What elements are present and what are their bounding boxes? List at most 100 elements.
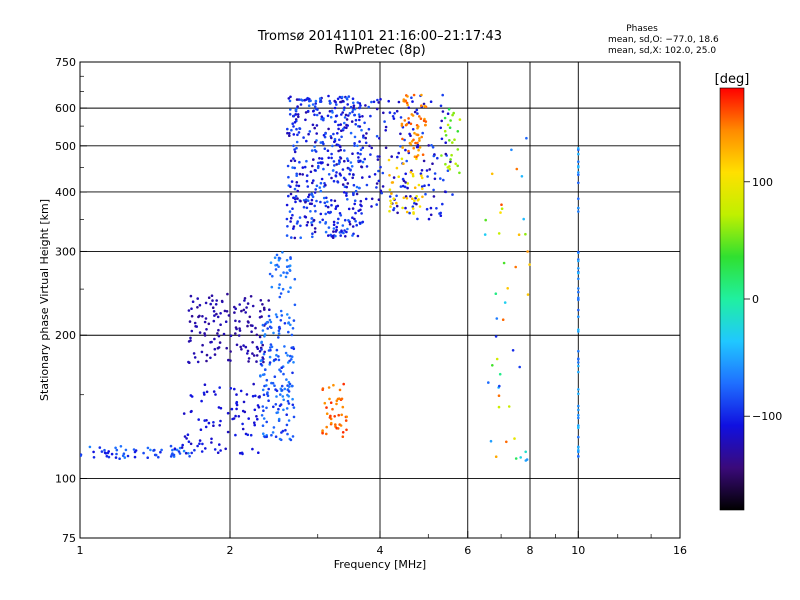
data-point <box>313 227 317 230</box>
data-point <box>390 155 394 158</box>
data-point <box>107 450 110 453</box>
data-point <box>289 185 292 188</box>
data-point <box>427 144 431 147</box>
data-point <box>500 207 504 210</box>
data-point <box>193 321 197 325</box>
data-point <box>333 139 337 143</box>
data-point <box>396 155 399 159</box>
data-point <box>249 433 253 437</box>
data-point <box>483 233 487 236</box>
data-point <box>524 232 527 236</box>
data-point <box>577 308 580 312</box>
data-point <box>234 433 237 437</box>
data-point <box>363 121 366 125</box>
data-point <box>319 189 323 193</box>
data-point <box>350 165 354 168</box>
data-point <box>503 301 507 304</box>
data-point <box>298 160 301 164</box>
data-point <box>429 213 433 217</box>
data-point <box>328 110 332 113</box>
data-point <box>316 161 320 165</box>
x-tick-label: 10 <box>571 544 585 557</box>
data-point <box>322 167 325 171</box>
data-point <box>305 223 309 227</box>
data-point <box>415 108 419 112</box>
data-point <box>404 181 407 184</box>
data-point <box>517 233 521 236</box>
data-point <box>287 419 291 422</box>
data-point <box>287 385 291 388</box>
data-point <box>175 448 179 452</box>
data-point <box>198 439 202 442</box>
data-point <box>265 420 269 424</box>
data-point <box>289 438 293 442</box>
data-point <box>343 116 347 119</box>
data-point <box>331 236 335 239</box>
data-point <box>146 456 149 460</box>
data-point <box>363 157 367 161</box>
data-point <box>577 267 580 270</box>
data-point <box>291 435 295 438</box>
data-point <box>279 292 283 295</box>
data-point <box>293 277 297 281</box>
data-point <box>411 100 414 103</box>
data-point <box>295 146 298 150</box>
data-point <box>425 207 429 211</box>
data-point <box>513 437 516 440</box>
data-point <box>364 141 368 145</box>
data-point <box>411 172 415 176</box>
data-point <box>240 309 243 313</box>
data-point <box>287 290 290 294</box>
data-point <box>400 157 404 161</box>
data-point <box>358 118 361 122</box>
data-point <box>178 446 182 450</box>
data-point <box>376 98 379 102</box>
data-point <box>311 232 314 235</box>
data-point <box>333 164 336 167</box>
data-point <box>279 309 283 313</box>
data-point <box>273 256 277 260</box>
data-point <box>246 302 250 305</box>
data-point <box>237 334 241 337</box>
data-point <box>405 122 409 126</box>
x-tick-label: 8 <box>527 544 534 557</box>
data-point <box>291 397 294 401</box>
data-point <box>327 94 330 98</box>
data-point <box>277 336 280 339</box>
data-point <box>196 306 199 309</box>
data-point <box>577 426 580 429</box>
data-point <box>322 118 325 122</box>
data-point <box>185 437 188 440</box>
data-point <box>352 193 355 197</box>
data-point <box>418 115 421 118</box>
data-point <box>283 387 287 391</box>
data-point <box>171 448 174 452</box>
data-point <box>577 271 580 275</box>
data-point <box>214 303 218 306</box>
data-point <box>311 123 315 127</box>
data-point <box>484 218 488 222</box>
data-point <box>376 155 380 158</box>
data-point <box>328 397 331 401</box>
data-point <box>280 389 284 392</box>
data-point <box>305 139 308 143</box>
data-point <box>347 95 351 98</box>
data-point <box>201 315 204 318</box>
data-point <box>292 133 296 136</box>
data-point <box>191 300 195 304</box>
data-point <box>332 179 336 183</box>
data-point <box>238 327 241 330</box>
data-point <box>397 100 401 104</box>
data-point <box>403 119 407 122</box>
data-point <box>299 98 303 101</box>
data-point <box>345 118 349 121</box>
data-point <box>346 124 350 127</box>
data-point <box>275 348 279 352</box>
data-point <box>450 153 453 157</box>
data-point <box>260 348 263 351</box>
data-point <box>288 264 292 268</box>
data-point <box>243 297 247 300</box>
data-point <box>242 400 246 404</box>
data-point <box>297 131 301 134</box>
data-point <box>288 99 292 103</box>
